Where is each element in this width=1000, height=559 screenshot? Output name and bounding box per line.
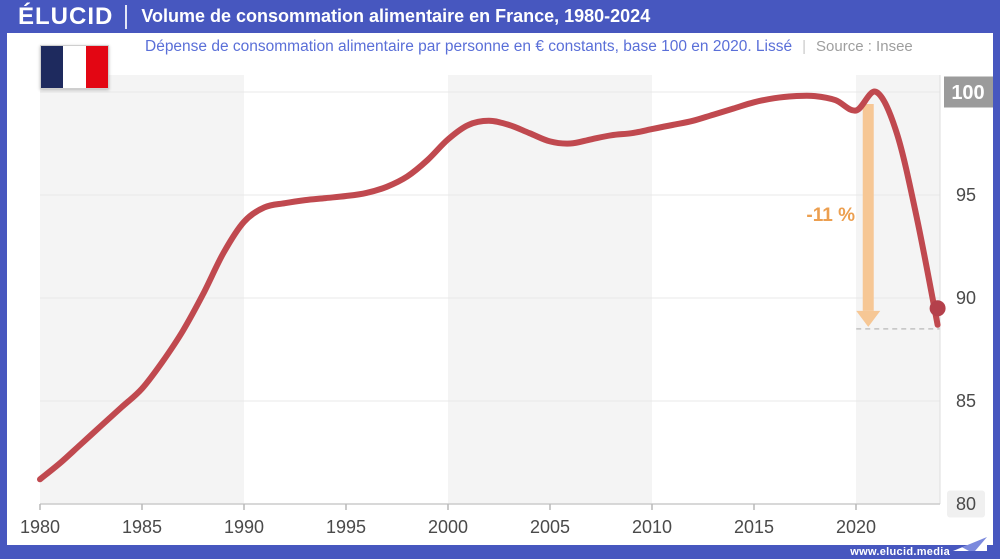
right-frame-border [993,33,1000,559]
footer-bar [0,545,1000,559]
y-tick-label: 90 [956,288,976,308]
x-tick-label: 2010 [632,517,672,537]
x-tick-label: 1980 [20,517,60,537]
flag-blue-band [41,46,64,88]
logo-separator [125,4,128,29]
left-frame-border [0,33,7,559]
decade-stripe [40,75,244,504]
source-label: Source : Insee [816,38,913,55]
decade-stripe [448,75,652,504]
flag-white-band [63,46,86,88]
elucid-logo: ÉLUCID [18,3,114,30]
x-tick-label: 2020 [836,517,876,537]
drop-arrow-head [856,310,881,327]
drop-arrow-shaft [862,104,874,311]
x-tick-label: 2000 [428,517,468,537]
x-tick-label: 2005 [530,517,570,537]
x-tick-label: 1995 [326,517,366,537]
subheader: Dépense de consommation alimentaire par … [145,33,913,60]
end-point-dot [929,300,946,317]
y-tick-label: 85 [956,391,976,411]
y-label-chip [947,490,985,518]
x-tick-label: 2015 [734,517,774,537]
y-tick-label: 100 [951,82,984,104]
x-tick-label: 1985 [122,517,162,537]
chart-subtitle: Dépense de consommation alimentaire par … [145,37,793,55]
france-flag-icon [40,45,109,89]
elucid-flag-icon [953,537,987,551]
y-tick-label: 95 [956,185,976,205]
drop-annotation-label: -11 % [806,205,855,226]
flag-red-band [85,46,108,88]
y-label-badge [944,76,993,108]
header-bar: ÉLUCID Volume de consommation alimentair… [0,0,1000,33]
page-title: Volume de consommation alimentaire en Fr… [141,6,651,26]
y-tick-label: 80 [956,494,976,514]
series-line [37,88,941,483]
source-separator: | [802,38,807,55]
x-tick-label: 1990 [224,517,264,537]
footer-url: www.elucid.media [850,546,950,558]
